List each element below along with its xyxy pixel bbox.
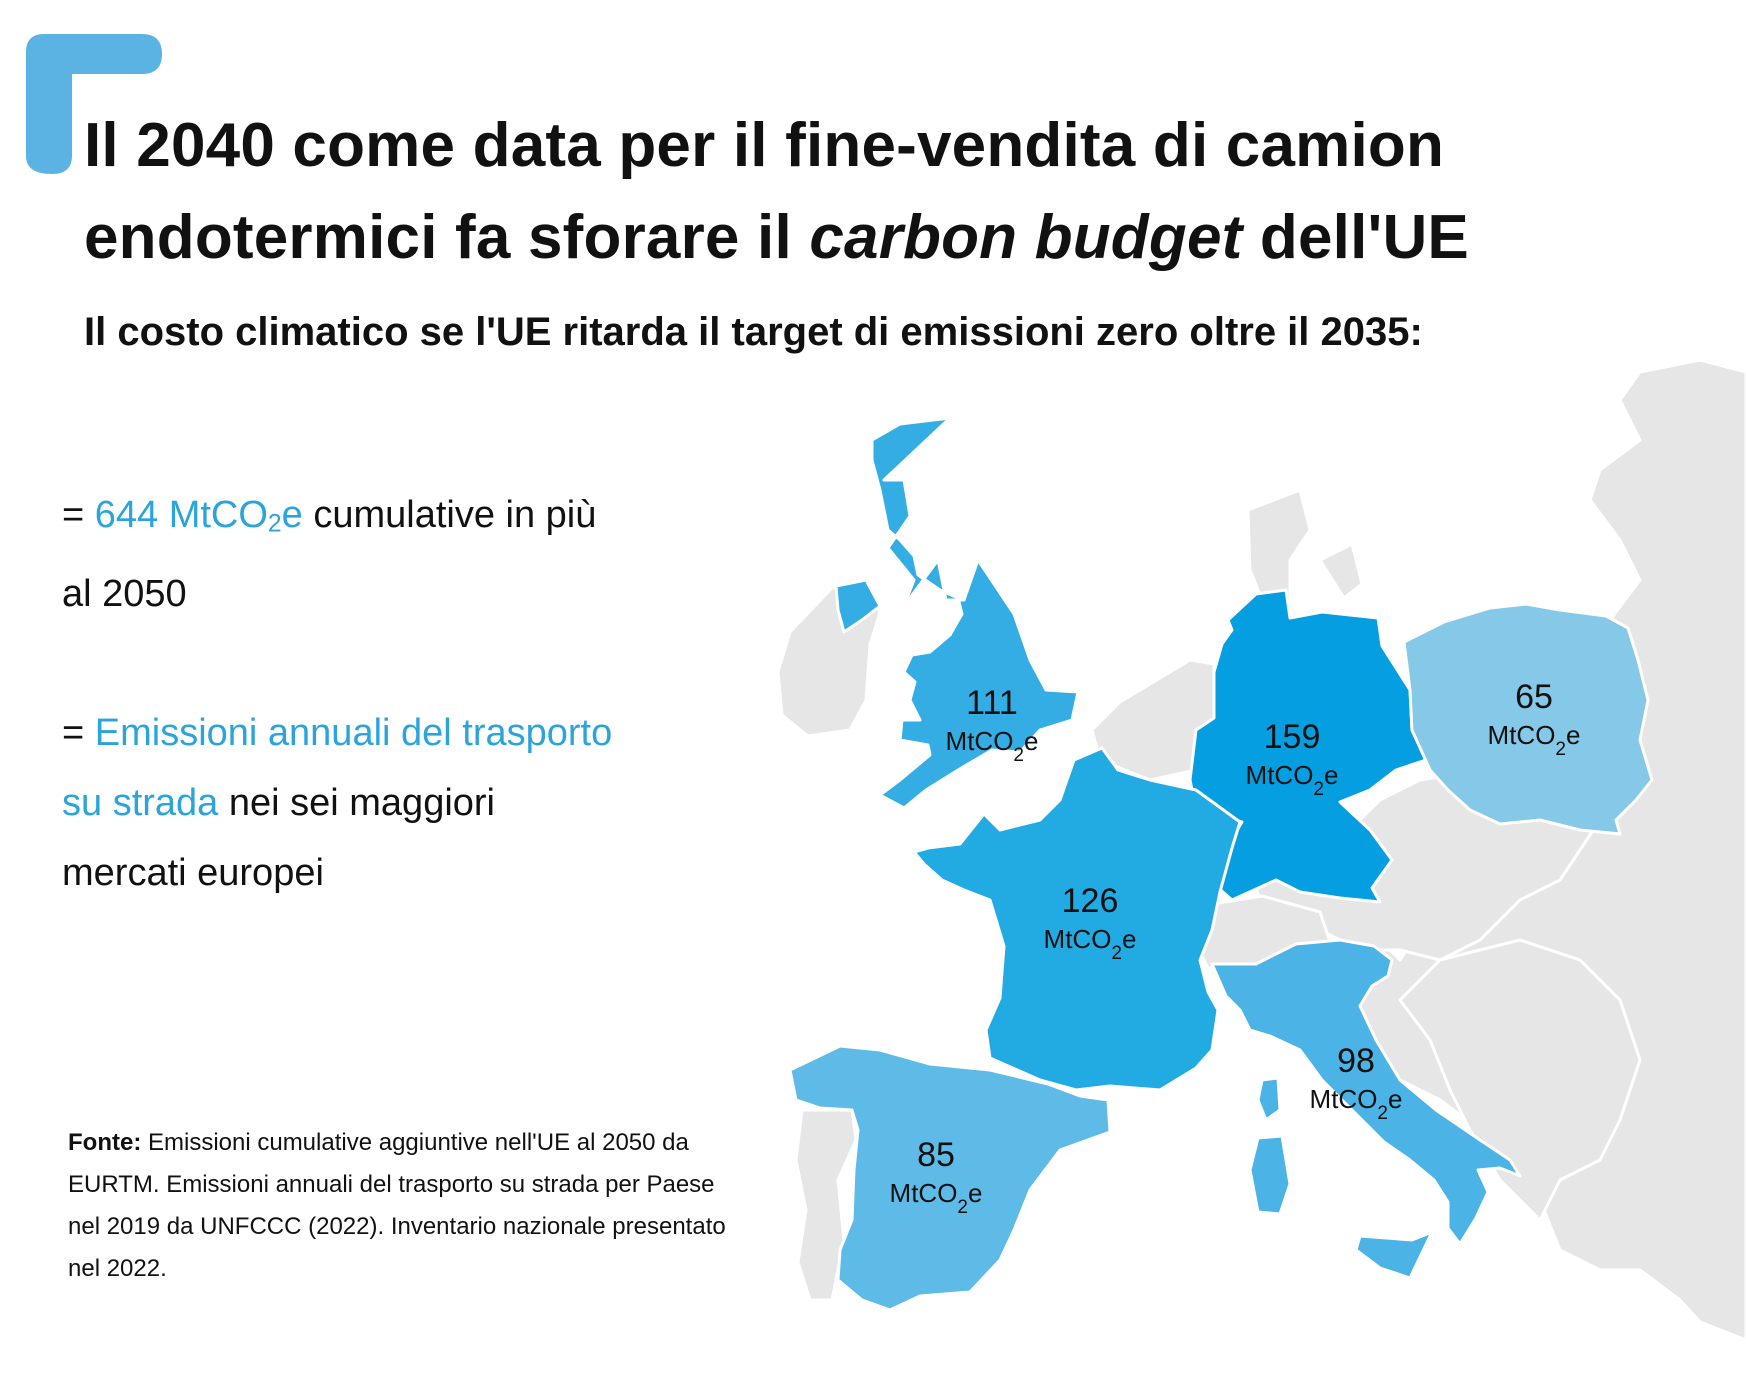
value-label-spain: 85: [917, 1136, 955, 1174]
unit-label-france: MtCO2e: [1044, 924, 1137, 964]
title-line-2-italic: carbon budget: [809, 203, 1243, 272]
highlighted-countries: [788, 416, 1654, 1312]
unit-label-united-kingdom: MtCO2e: [946, 726, 1039, 766]
stat1-rest: cumulative in più: [302, 494, 597, 536]
stat-cumulative-emissions: = 644 MtCO2e cumulative in più al 2050: [62, 480, 712, 629]
value-label-france: 126: [1062, 882, 1119, 920]
stat2-highlight-b: su strada: [62, 782, 219, 824]
unit-label-spain: MtCO2e: [890, 1178, 983, 1218]
source-note: Fonte: Emissioni cumulative aggiuntive n…: [68, 1122, 728, 1290]
stat1-highlight-end: e: [281, 494, 303, 536]
unit-label-germany: MtCO2e: [1246, 760, 1339, 800]
country-poland: [1402, 602, 1654, 836]
stat1-prefix: =: [62, 494, 95, 536]
stat1-highlight-sub: 2: [267, 510, 282, 538]
country-denmark-island: [1318, 542, 1364, 600]
country-italy-sardinia: [1248, 1134, 1292, 1216]
stat1-highlight-main: 644 MtCO: [94, 494, 268, 536]
value-label-italy: 98: [1337, 1042, 1375, 1080]
page-subtitle: Il costo climatico se l'UE ritarda il ta…: [84, 310, 1423, 354]
title-line-2-start: endotermici fa sforare il: [84, 203, 810, 272]
title-line-2: endotermici fa sforare il carbon budget …: [84, 192, 1684, 284]
country-denmark: [1246, 488, 1312, 602]
source-label: Fonte:: [68, 1129, 142, 1156]
country-italy: [1210, 938, 1522, 1246]
unit-label-italy: MtCO2e: [1310, 1084, 1403, 1124]
unit-label-poland: MtCO2e: [1488, 720, 1581, 760]
stat2-rest: nei sei maggiori: [218, 782, 495, 824]
country-spain: [788, 1044, 1112, 1312]
country-italy-sicily: [1354, 1230, 1434, 1280]
value-label-poland: 65: [1515, 678, 1553, 716]
country-france: [912, 746, 1242, 1092]
country-germany: [1188, 588, 1428, 904]
title-line-1: Il 2040 come data per il fine-vendita di…: [84, 111, 1445, 180]
source-text: Emissioni cumulative aggiuntive nell'UE …: [68, 1129, 726, 1282]
title-line-2-end: dell'UE: [1242, 203, 1469, 272]
stat2-line3: mercati europei: [62, 852, 324, 894]
stat-annual-emissions: = Emissioni annuali del trasporto su str…: [62, 698, 712, 908]
country-balkans: [1398, 938, 1642, 1222]
corner-bracket-decoration: [26, 34, 162, 174]
country-uk: [870, 416, 1080, 810]
stat1-line2: al 2050: [62, 573, 187, 616]
value-label-germany: 159: [1264, 718, 1321, 756]
country-ireland-north: [834, 578, 882, 634]
stat1-highlight: 644 MtCO2e: [94, 494, 303, 538]
value-label-united-kingdom: 111: [966, 684, 1018, 722]
stat2-highlight-a: Emissioni annuali del trasporto: [94, 712, 613, 754]
page-title: Il 2040 come data per il fine-vendita di…: [84, 100, 1684, 284]
country-value-labels: 159 MtCO2e 126 MtCO2e 111 MtCO2e 98 MtCO2e 85 MtC…: [890, 678, 1581, 1218]
country-italy-corsica: [1256, 1076, 1282, 1122]
stat2-prefix: =: [62, 712, 95, 754]
